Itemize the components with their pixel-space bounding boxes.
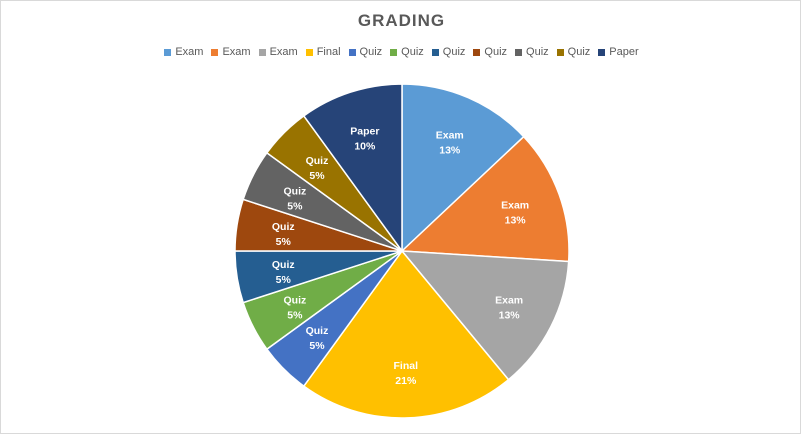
- legend-label: Exam: [222, 46, 251, 58]
- legend-label: Quiz: [526, 46, 549, 58]
- slice-value-label: 5%: [287, 310, 303, 322]
- legend-item: Exam: [164, 46, 203, 58]
- legend-item: Quiz: [473, 46, 507, 58]
- slice-value-label: 21%: [395, 375, 417, 387]
- legend-item: Quiz: [515, 46, 549, 58]
- pie-slice: [400, 250, 570, 381]
- slice-category-label: Quiz: [283, 295, 306, 307]
- legend-swatch: [258, 48, 266, 56]
- legend-label: Final: [316, 46, 341, 58]
- legend-label: Paper: [609, 46, 639, 58]
- legend-label: Quiz: [401, 46, 424, 58]
- slice-value-label: 5%: [309, 340, 325, 352]
- slice-category-label: Quiz: [272, 221, 295, 233]
- slice-category-label: Exam: [501, 199, 529, 211]
- legend-item: Final: [305, 46, 341, 58]
- pie-slice: [401, 83, 525, 253]
- pie-slice: [400, 135, 570, 263]
- slice-value-label: 10%: [354, 141, 376, 153]
- legend-item: Exam: [211, 46, 251, 58]
- legend-swatch: [431, 48, 439, 56]
- pie-slice: [302, 83, 403, 254]
- legend-swatch: [515, 48, 523, 56]
- legend-swatch: [598, 48, 606, 56]
- slice-category-label: Paper: [350, 126, 379, 138]
- legend-label: Exam: [175, 46, 204, 58]
- legend-item: Exam: [258, 46, 298, 58]
- chart-legend: Exam Exam Exam Final Quiz Quiz Quiz Quiz Quiz Qui…: [1, 46, 800, 58]
- slice-category-label: Exam: [436, 130, 464, 142]
- slice-category-label: Quiz: [306, 155, 329, 167]
- slice-category-label: Exam: [495, 295, 523, 307]
- legend-swatch: [211, 48, 219, 56]
- slice-value-label: 13%: [439, 145, 461, 157]
- legend-item: Quiz: [348, 46, 383, 58]
- legend-swatch: [348, 48, 356, 56]
- legend-swatch: [305, 48, 313, 56]
- legend-label: Quiz: [567, 46, 591, 58]
- legend-swatch: [473, 48, 481, 56]
- slice-category-label: Quiz: [306, 325, 329, 337]
- chart-title: GRADING: [357, 11, 446, 30]
- legend-label: Quiz: [359, 46, 383, 58]
- legend-swatch: [390, 48, 398, 56]
- slice-category-label: Final: [394, 360, 419, 372]
- slice-value-label: 5%: [276, 236, 292, 248]
- pie-slice: [302, 249, 510, 419]
- legend-swatch: [556, 48, 564, 56]
- legend-label: Quiz: [442, 46, 466, 58]
- legend-swatch: [164, 48, 172, 56]
- slice-value-label: 5%: [276, 274, 292, 286]
- legend-item: Quiz: [390, 46, 424, 58]
- slice-category-label: Quiz: [283, 185, 306, 197]
- slice-value-label: 13%: [505, 214, 527, 226]
- legend-item: Paper: [598, 46, 639, 58]
- legend-label: Quiz: [484, 46, 508, 58]
- slice-value-label: 5%: [287, 200, 303, 212]
- slice-value-label: 5%: [309, 170, 325, 182]
- legend-item: Quiz: [556, 46, 591, 58]
- legend-item: Quiz: [431, 46, 466, 58]
- legend-label: Exam: [269, 46, 298, 58]
- slice-category-label: Quiz: [272, 259, 295, 271]
- slice-value-label: 13%: [499, 310, 521, 322]
